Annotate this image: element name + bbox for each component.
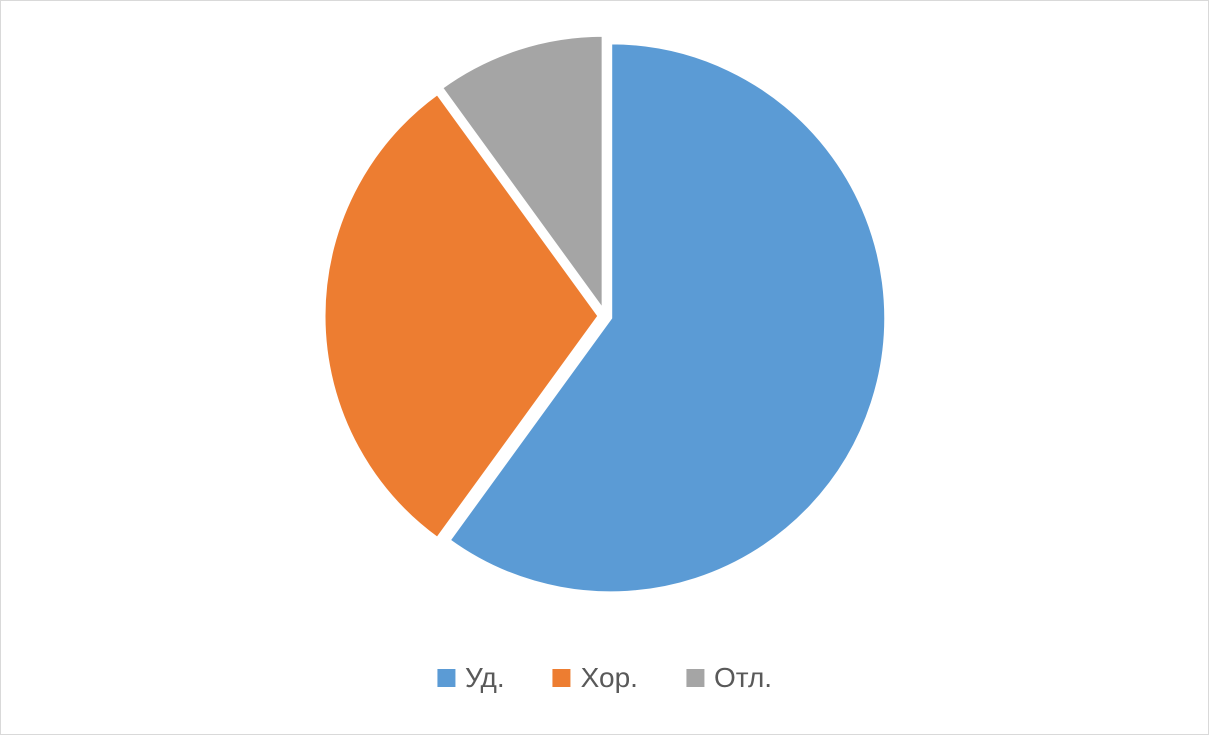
legend-swatch [437,669,455,687]
legend-label: Отл. [714,662,772,694]
legend-item: Уд. [437,662,505,694]
legend: Уд. Хор. Отл. [437,662,772,694]
legend-item: Хор. [553,662,638,694]
pie-chart [305,16,905,616]
legend-swatch [553,669,571,687]
chart-container: Уд. Хор. Отл. [0,0,1209,735]
legend-item: Отл. [686,662,772,694]
legend-label: Уд. [465,662,505,694]
legend-label: Хор. [581,662,638,694]
legend-swatch [686,669,704,687]
